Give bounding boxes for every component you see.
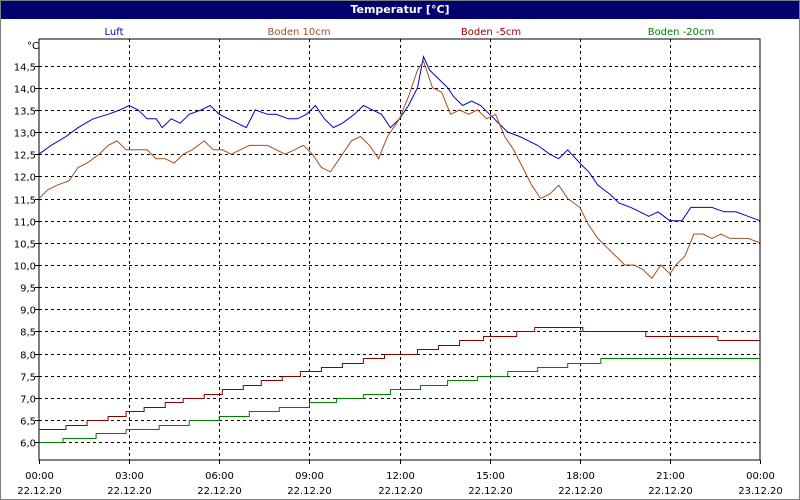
grid-lines: [39, 39, 760, 460]
x-tick-date: 22.12.20: [648, 486, 693, 497]
x-tick-time: 12:00: [386, 471, 415, 482]
y-tick-label: 9,0: [20, 306, 36, 317]
x-axis: 00:00 22.12.20 03:00 22.12.20 06:00 22.12.20 0…: [17, 460, 783, 497]
y-tick-label: 13,0: [14, 129, 36, 140]
series-line-0: [38, 55, 761, 222]
y-tick-label: 11,5: [14, 196, 36, 207]
x-tick-date: 23.12.20: [738, 486, 783, 497]
series-lines: [38, 55, 761, 443]
x-tick-time: 09:00: [295, 471, 324, 482]
x-tick-time: 18:00: [566, 471, 595, 482]
y-tick-label: 12,5: [14, 151, 36, 162]
x-tick-date: 22.12.20: [468, 486, 513, 497]
x-tick-time: 06:00: [205, 471, 234, 482]
temperature-chart: 6,0 6,5 7,0 7,5 8,0 8,5 9,0 9,5 10,0 10,5 11,0 11,5…: [14, 27, 783, 497]
y-tick-label: 6,5: [20, 417, 36, 428]
series-line-2: [39, 327, 760, 430]
x-tick-time: 00:00: [25, 471, 54, 482]
series-line-3: [39, 358, 760, 443]
x-tick-time: 00:00: [746, 471, 775, 482]
legend-item-0: Luft: [105, 27, 124, 38]
series-line-1: [38, 60, 761, 280]
y-tick-label: 9,5: [20, 284, 36, 295]
y-tick-label: 7,0: [20, 395, 36, 406]
x-tick-time: 15:00: [476, 471, 505, 482]
x-tick-date: 22.12.20: [17, 486, 62, 497]
y-tick-label: 14,5: [14, 63, 36, 74]
window-title: Temperatur [°C]: [1, 1, 799, 19]
y-tick-label: 8,0: [20, 351, 36, 362]
x-tick-time: 03:00: [115, 471, 144, 482]
y-tick-label: 12,0: [14, 173, 36, 184]
y-tick-label: 13,5: [14, 107, 36, 118]
y-tick-label: 8,5: [20, 328, 36, 339]
legend: Luft Boden 10cm Boden -5cm Boden -20cm: [105, 27, 715, 38]
y-tick-label: 14,0: [14, 85, 36, 96]
x-tick-date: 22.12.20: [287, 486, 332, 497]
x-tick-date: 22.12.20: [558, 486, 603, 497]
y-tick-label: 6,0: [20, 439, 36, 450]
legend-item-2: Boden -5cm: [461, 27, 521, 38]
x-tick-date: 22.12.20: [107, 486, 152, 497]
plot-area: [38, 38, 761, 461]
y-tick-label: 10,5: [14, 240, 36, 251]
y-axis-label: °C: [27, 41, 39, 52]
x-tick-time: 21:00: [656, 471, 685, 482]
y-axis: 6,0 6,5 7,0 7,5 8,0 8,5 9,0 9,5 10,0 10,5 11,0 11,5…: [14, 63, 39, 450]
y-tick-label: 11,0: [14, 218, 36, 229]
x-tick-date: 22.12.20: [197, 486, 242, 497]
legend-item-1: Boden 10cm: [268, 27, 331, 38]
x-tick-date: 22.12.20: [378, 486, 423, 497]
y-tick-label: 10,0: [14, 262, 36, 273]
y-tick-label: 7,5: [20, 373, 36, 384]
legend-item-3: Boden -20cm: [648, 27, 715, 38]
